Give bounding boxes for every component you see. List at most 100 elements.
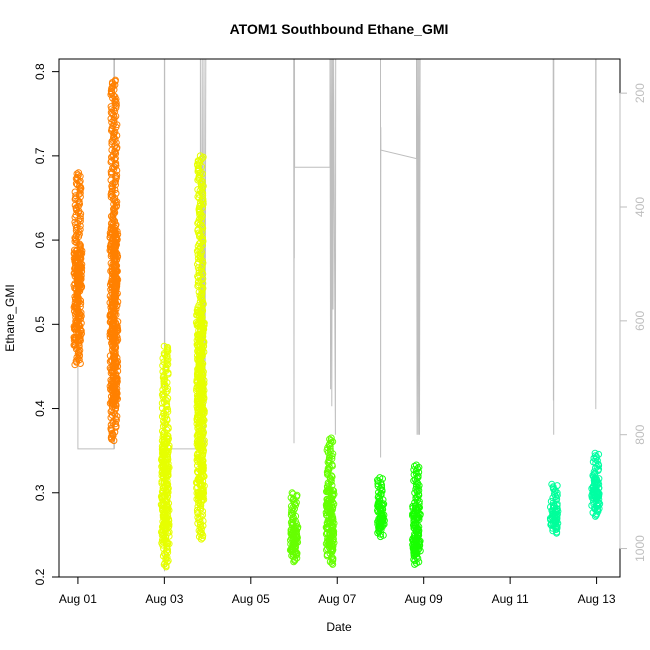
point-cluster	[588, 449, 604, 520]
data-point	[72, 250, 80, 258]
data-point	[109, 226, 117, 233]
data-point	[416, 510, 424, 518]
point-cluster	[322, 434, 338, 568]
data-point	[594, 494, 601, 502]
data-point	[322, 530, 330, 538]
data-point	[198, 420, 206, 428]
data-point	[292, 547, 299, 555]
data-point	[194, 352, 201, 360]
data-point	[200, 409, 208, 417]
data-point	[547, 503, 554, 511]
data-point	[193, 387, 201, 395]
data-point	[76, 335, 84, 343]
data-point	[160, 465, 168, 473]
data-point	[591, 452, 599, 460]
data-point	[409, 502, 417, 510]
data-point	[158, 478, 166, 486]
data-point	[195, 366, 203, 374]
data-point	[326, 435, 334, 443]
data-point	[195, 476, 203, 484]
data-point	[194, 343, 202, 351]
data-point	[164, 444, 172, 452]
data-point	[196, 392, 204, 400]
data-point	[192, 319, 200, 326]
data-point	[328, 472, 335, 480]
data-point	[288, 489, 296, 497]
data-point	[199, 182, 207, 190]
data-point	[287, 528, 295, 536]
data-point	[161, 537, 168, 545]
data-point	[159, 506, 166, 514]
data-point	[77, 251, 85, 259]
data-point	[76, 258, 84, 266]
data-point	[108, 224, 115, 231]
data-point	[324, 467, 332, 475]
data-point	[113, 277, 121, 285]
x-tick-label: Aug 09	[405, 592, 443, 606]
data-point	[412, 461, 420, 469]
data-point	[293, 534, 301, 542]
data-point	[196, 152, 204, 160]
data-point	[322, 523, 330, 531]
chart-title: ATOM1 Southbound Ethane_GMI	[230, 21, 449, 37]
data-point	[70, 255, 78, 263]
data-point	[159, 462, 167, 470]
data-point	[164, 435, 172, 443]
data-point	[165, 532, 173, 540]
data-point	[158, 391, 166, 399]
data-point	[591, 449, 599, 457]
data-point	[164, 484, 172, 492]
data-point	[376, 522, 384, 530]
data-point	[75, 351, 83, 359]
data-point	[71, 259, 79, 267]
data-point	[198, 462, 206, 470]
data-point	[73, 289, 81, 297]
data-point	[106, 299, 114, 307]
data-point	[110, 304, 118, 312]
data-point	[293, 520, 301, 528]
data-point	[200, 406, 208, 414]
data-point	[164, 472, 172, 479]
data-point	[416, 547, 424, 555]
data-point	[595, 484, 603, 492]
data-point	[328, 526, 336, 534]
data-point	[74, 171, 82, 179]
data-point	[106, 352, 114, 360]
data-point	[109, 382, 117, 390]
data-point	[109, 337, 117, 344]
data-point	[76, 297, 84, 305]
data-point	[164, 343, 172, 351]
data-point	[329, 513, 337, 521]
data-point	[194, 186, 202, 194]
data-point	[111, 267, 119, 275]
data-point	[112, 240, 120, 248]
data-point	[378, 486, 386, 494]
data-point	[114, 362, 122, 370]
data-point	[416, 542, 424, 550]
data-point	[162, 554, 170, 562]
data-point	[327, 439, 335, 447]
data-point	[109, 391, 117, 398]
data-point	[71, 341, 79, 349]
data-point	[73, 239, 81, 247]
data-point	[411, 462, 418, 470]
data-point	[409, 535, 417, 542]
data-point	[415, 527, 423, 535]
x-axis-label: Date	[326, 620, 352, 634]
data-point	[200, 394, 208, 401]
data-point	[196, 455, 204, 463]
data-point	[380, 517, 388, 524]
data-point	[70, 281, 78, 289]
data-point	[195, 496, 203, 504]
data-point	[110, 257, 118, 264]
y-tick-label: 0.3	[33, 484, 47, 501]
data-point	[78, 268, 86, 275]
point-cluster	[70, 169, 86, 369]
data-point	[325, 502, 332, 510]
x-tick-label: Aug 07	[318, 592, 356, 606]
data-point	[323, 546, 330, 554]
data-point	[291, 500, 299, 508]
data-point	[73, 274, 81, 282]
data-point	[195, 370, 203, 378]
data-point	[112, 189, 120, 197]
